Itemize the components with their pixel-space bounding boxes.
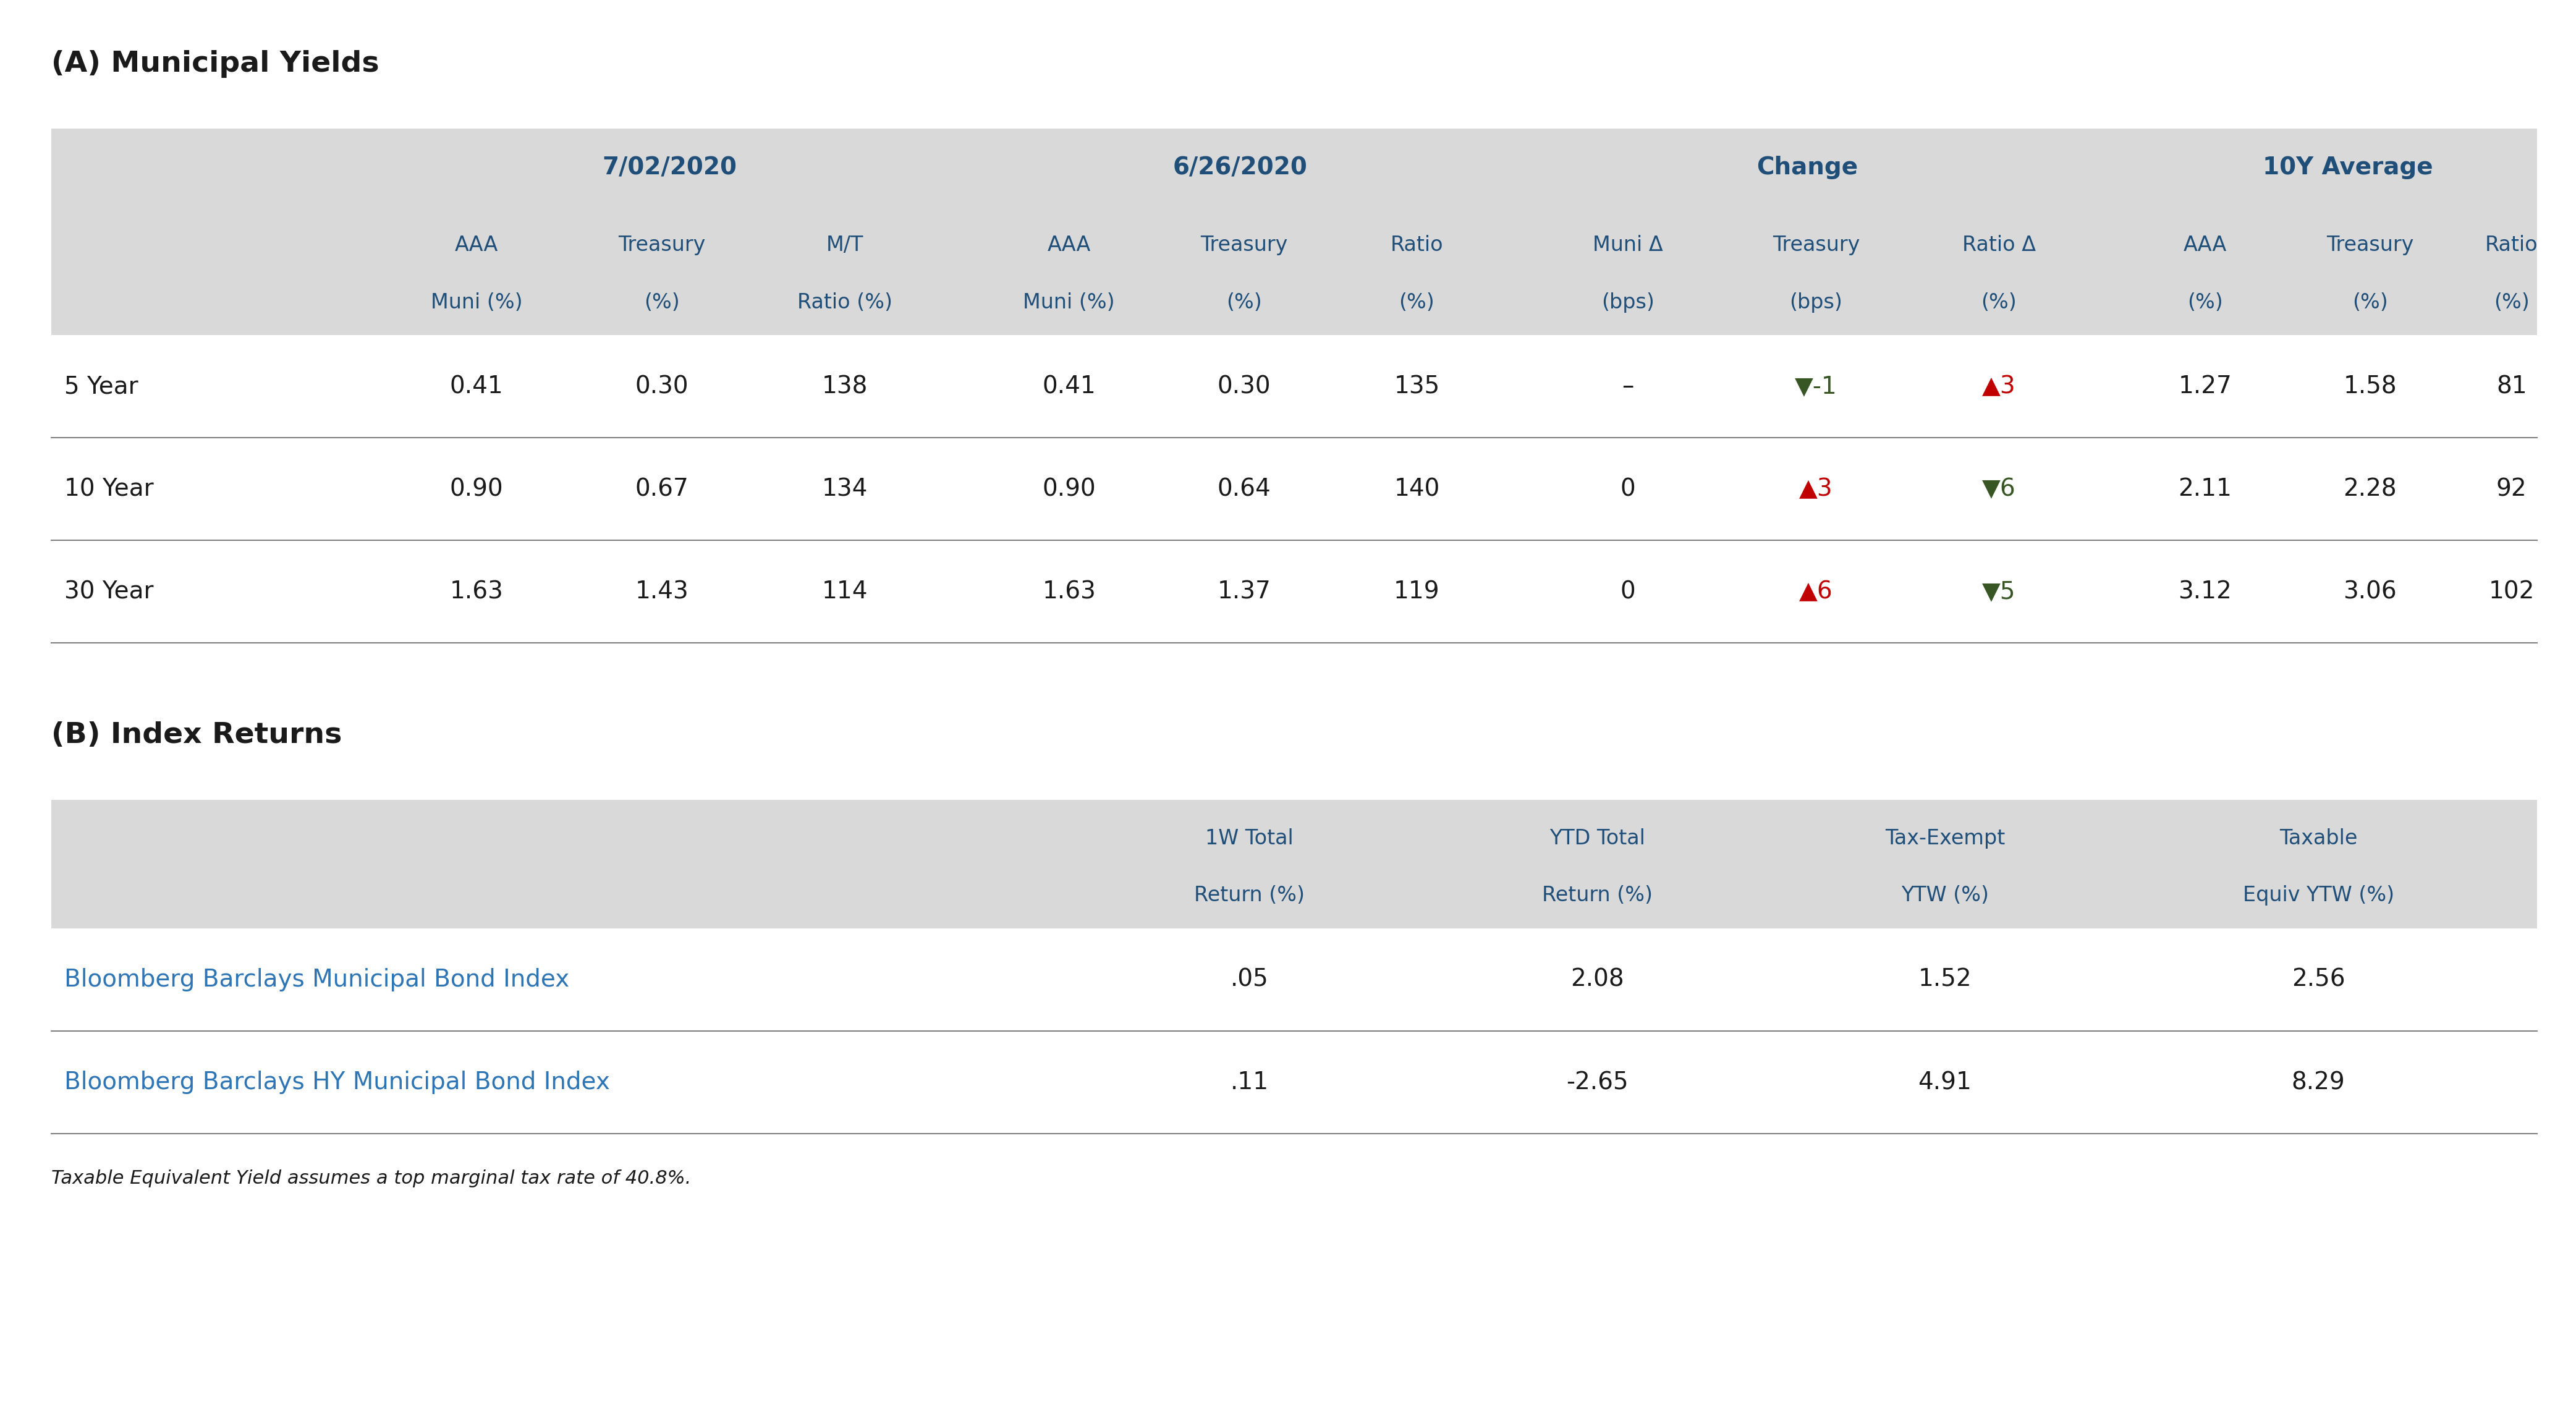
Text: –: – — [1623, 375, 1633, 398]
Text: 0.41: 0.41 — [1043, 375, 1095, 398]
Text: 0.30: 0.30 — [636, 375, 688, 398]
Text: 2.28: 2.28 — [2344, 478, 2396, 501]
Text: Ratio: Ratio — [2486, 235, 2537, 255]
Text: (B) Index Returns: (B) Index Returns — [52, 722, 343, 750]
Text: 10Y Average: 10Y Average — [2262, 155, 2434, 180]
Text: ▲3: ▲3 — [1981, 375, 2017, 398]
Bar — [52, 1031, 2537, 1134]
Text: ▼6: ▼6 — [1981, 478, 2017, 501]
Text: 0: 0 — [1620, 580, 1636, 603]
Text: 1.52: 1.52 — [1919, 968, 1971, 991]
Text: Bloomberg Barclays Municipal Bond Index: Bloomberg Barclays Municipal Bond Index — [64, 968, 569, 991]
Text: 138: 138 — [822, 375, 868, 398]
Text: Treasury: Treasury — [2326, 235, 2414, 255]
Text: 1.27: 1.27 — [2179, 375, 2231, 398]
Text: 0.90: 0.90 — [451, 478, 502, 501]
Text: 140: 140 — [1394, 478, 1440, 501]
Text: 3.06: 3.06 — [2344, 580, 2396, 603]
Text: Muni (%): Muni (%) — [430, 292, 523, 312]
Text: Muni (%): Muni (%) — [1023, 292, 1115, 312]
Text: Treasury: Treasury — [618, 235, 706, 255]
Text: .11: .11 — [1231, 1071, 1267, 1094]
Text: (%): (%) — [1399, 292, 1435, 312]
Text: 7/02/2020: 7/02/2020 — [603, 155, 737, 180]
Text: (%): (%) — [644, 292, 680, 312]
Text: 0.67: 0.67 — [636, 478, 688, 501]
Text: 4.91: 4.91 — [1919, 1071, 1971, 1094]
Bar — [52, 800, 2537, 928]
Text: 1.63: 1.63 — [451, 580, 502, 603]
Text: .05: .05 — [1231, 968, 1267, 991]
Text: Ratio Δ: Ratio Δ — [1963, 235, 2035, 255]
Text: 0.64: 0.64 — [1218, 478, 1270, 501]
Bar — [52, 128, 2537, 207]
Text: YTD Total: YTD Total — [1548, 829, 1646, 848]
Bar — [52, 928, 2537, 1031]
Text: (%): (%) — [2352, 292, 2388, 312]
Text: Return (%): Return (%) — [1543, 886, 1651, 906]
Text: 30 Year: 30 Year — [64, 580, 155, 603]
Text: 1.43: 1.43 — [636, 580, 688, 603]
Text: 2.56: 2.56 — [2293, 968, 2344, 991]
Text: ▼5: ▼5 — [1981, 580, 2017, 603]
Text: 134: 134 — [822, 478, 868, 501]
Text: AAA: AAA — [456, 235, 497, 255]
Text: 0.90: 0.90 — [1043, 478, 1095, 501]
Text: ▼-1: ▼-1 — [1795, 375, 1837, 398]
Text: -2.65: -2.65 — [1566, 1071, 1628, 1094]
Text: Change: Change — [1757, 155, 1857, 180]
Text: 1.58: 1.58 — [2344, 375, 2396, 398]
Text: YTW (%): YTW (%) — [1901, 886, 1989, 906]
Text: Taxable Equivalent Yield assumes a top marginal tax rate of 40.8%.: Taxable Equivalent Yield assumes a top m… — [52, 1169, 690, 1188]
Text: 92: 92 — [2496, 478, 2527, 501]
Text: Treasury: Treasury — [1772, 235, 1860, 255]
Bar — [52, 335, 2537, 438]
Text: Return (%): Return (%) — [1195, 886, 1303, 906]
Text: 114: 114 — [822, 580, 868, 603]
Text: 0.41: 0.41 — [451, 375, 502, 398]
Text: (%): (%) — [1226, 292, 1262, 312]
Text: 3.12: 3.12 — [2179, 580, 2231, 603]
Text: (bps): (bps) — [1602, 292, 1654, 312]
Text: Taxable: Taxable — [2280, 829, 2357, 848]
Bar — [52, 540, 2537, 643]
Text: Muni Δ: Muni Δ — [1592, 235, 1664, 255]
Bar — [52, 438, 2537, 540]
Text: 1.37: 1.37 — [1218, 580, 1270, 603]
Text: AAA: AAA — [2184, 235, 2226, 255]
Text: Bloomberg Barclays HY Municipal Bond Index: Bloomberg Barclays HY Municipal Bond Ind… — [64, 1071, 611, 1094]
Text: 6/26/2020: 6/26/2020 — [1172, 155, 1309, 180]
Text: Tax-Exempt: Tax-Exempt — [1886, 829, 2004, 848]
Text: 0: 0 — [1620, 478, 1636, 501]
Text: (A) Municipal Yields: (A) Municipal Yields — [52, 50, 379, 78]
Text: 135: 135 — [1394, 375, 1440, 398]
Text: Treasury: Treasury — [1200, 235, 1288, 255]
Text: (%): (%) — [1981, 292, 2017, 312]
Text: Equiv YTW (%): Equiv YTW (%) — [2244, 886, 2393, 906]
Text: 81: 81 — [2496, 375, 2527, 398]
Text: 5 Year: 5 Year — [64, 375, 139, 398]
Text: 10 Year: 10 Year — [64, 478, 155, 501]
Text: 2.08: 2.08 — [1571, 968, 1623, 991]
Text: (bps): (bps) — [1790, 292, 1842, 312]
Text: Ratio (%): Ratio (%) — [799, 292, 891, 312]
Text: 102: 102 — [2488, 580, 2535, 603]
Text: Ratio: Ratio — [1391, 235, 1443, 255]
Text: ▲3: ▲3 — [1798, 478, 1834, 501]
Text: 8.29: 8.29 — [2293, 1071, 2344, 1094]
Text: 119: 119 — [1394, 580, 1440, 603]
Text: ▲6: ▲6 — [1798, 580, 1834, 603]
Text: (%): (%) — [2494, 292, 2530, 312]
Text: 0.30: 0.30 — [1218, 375, 1270, 398]
Text: 1W Total: 1W Total — [1206, 829, 1293, 848]
Text: 1.63: 1.63 — [1043, 580, 1095, 603]
Text: M/T: M/T — [827, 235, 863, 255]
Text: AAA: AAA — [1048, 235, 1090, 255]
Text: 2.11: 2.11 — [2179, 478, 2231, 501]
Text: (%): (%) — [2187, 292, 2223, 312]
Bar — [52, 207, 2537, 335]
